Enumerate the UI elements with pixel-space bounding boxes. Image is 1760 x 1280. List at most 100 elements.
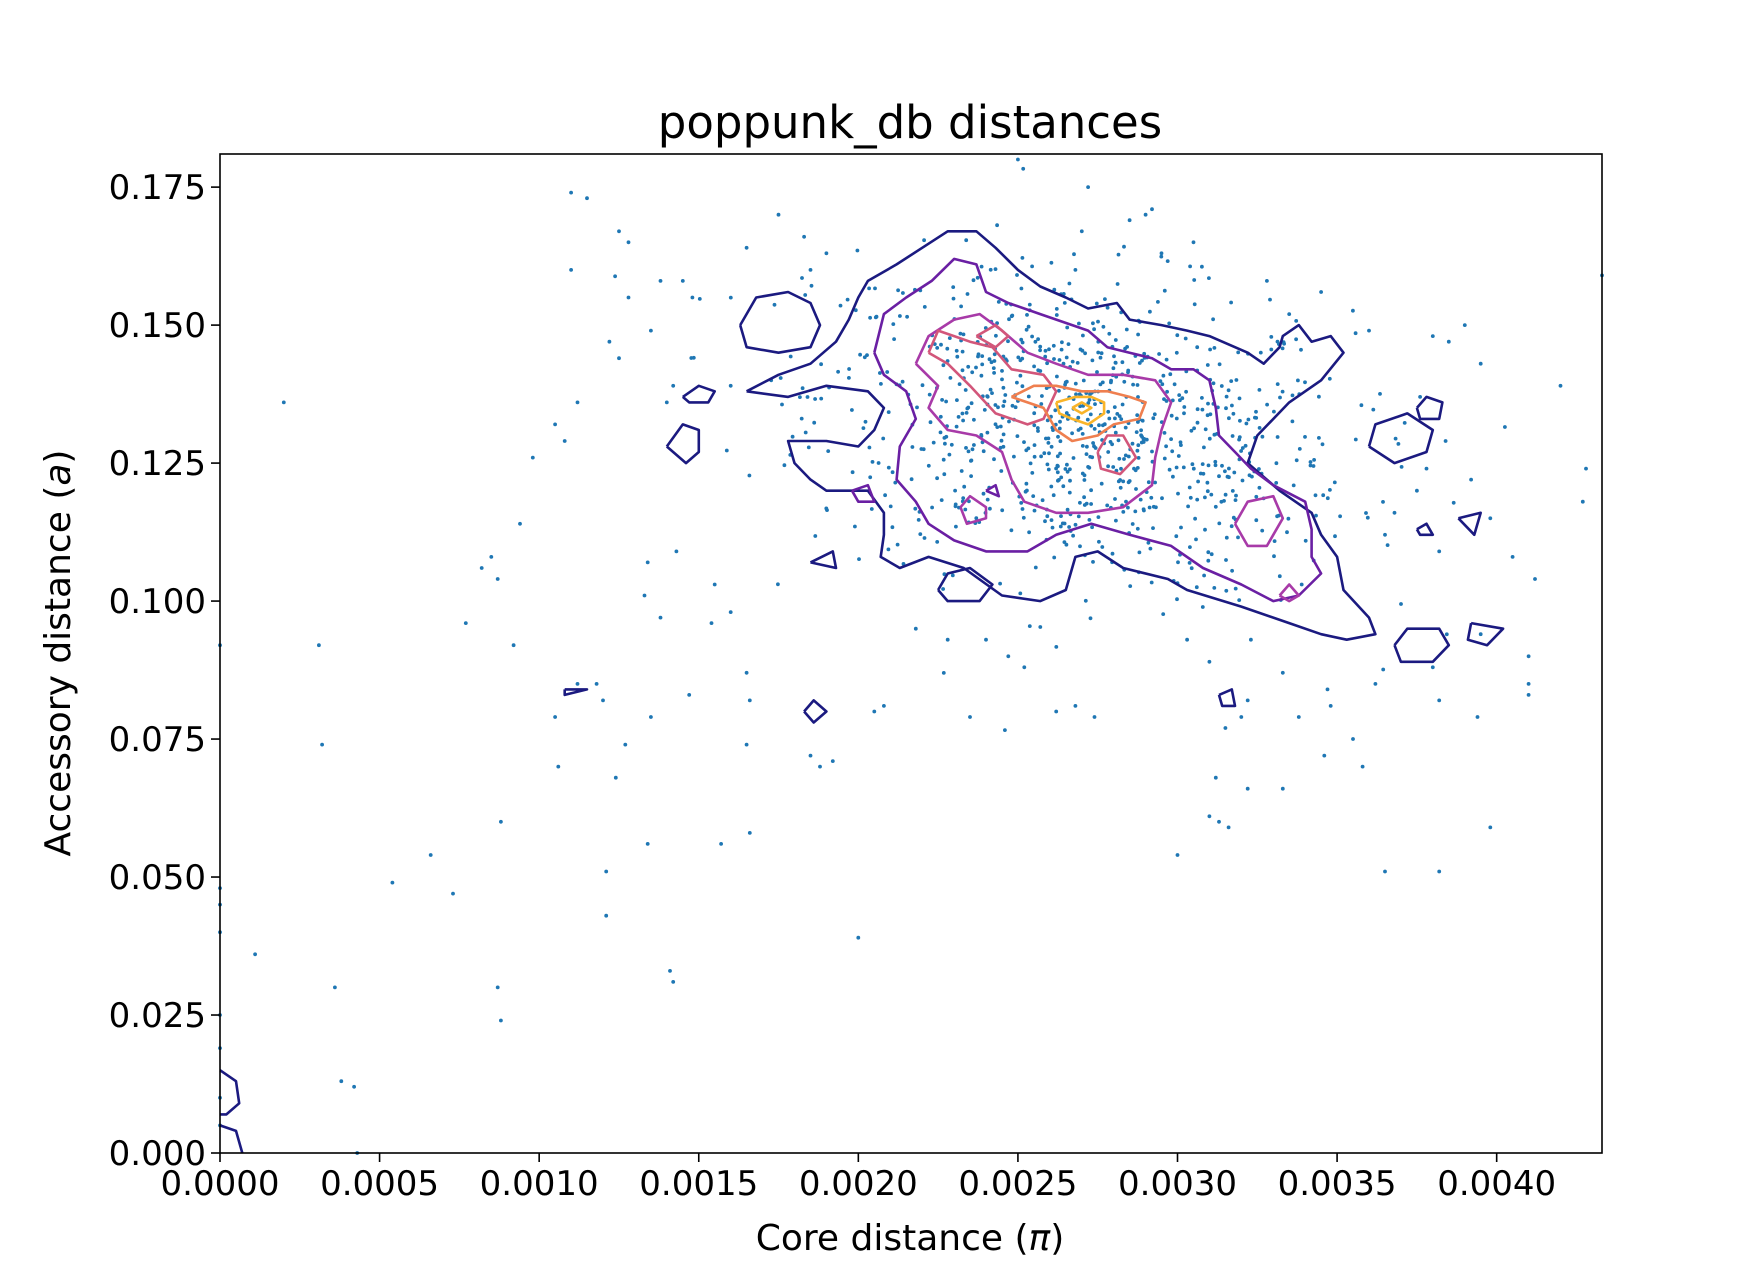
data-point bbox=[865, 353, 869, 357]
data-point bbox=[970, 447, 975, 452]
data-point bbox=[1205, 480, 1210, 485]
data-point bbox=[874, 314, 879, 319]
x-tick-label: 0.0025 bbox=[958, 1164, 1077, 1204]
contour-line-level-6 bbox=[1071, 401, 1093, 415]
data-point bbox=[1299, 347, 1303, 352]
data-point bbox=[1133, 509, 1138, 514]
data-point bbox=[1437, 698, 1442, 703]
data-point bbox=[1019, 286, 1024, 291]
data-point bbox=[281, 400, 286, 405]
data-point bbox=[1192, 278, 1197, 282]
data-point bbox=[1063, 467, 1068, 471]
data-point bbox=[1036, 429, 1040, 433]
data-point bbox=[845, 297, 850, 302]
data-point bbox=[965, 292, 970, 296]
data-point bbox=[1031, 494, 1036, 498]
data-point bbox=[1226, 388, 1231, 393]
data-point bbox=[1065, 462, 1069, 467]
data-point bbox=[1157, 352, 1161, 356]
data-point bbox=[992, 352, 997, 357]
data-point bbox=[1396, 442, 1401, 446]
data-point bbox=[1224, 588, 1229, 593]
data-point bbox=[1092, 444, 1096, 449]
data-point bbox=[1158, 379, 1163, 383]
data-point bbox=[1054, 645, 1059, 649]
data-point bbox=[1144, 437, 1149, 442]
data-point bbox=[955, 354, 960, 359]
data-point bbox=[856, 935, 861, 940]
data-point bbox=[1054, 709, 1059, 714]
y-tick-label: 0.075 bbox=[109, 720, 206, 760]
data-point bbox=[808, 753, 813, 758]
data-point bbox=[1196, 479, 1200, 484]
data-point bbox=[1064, 542, 1069, 547]
data-point bbox=[495, 577, 500, 581]
data-point bbox=[1212, 432, 1217, 437]
y-tick-label: 0.100 bbox=[109, 582, 206, 622]
data-point bbox=[1057, 426, 1062, 431]
data-point bbox=[1260, 434, 1265, 439]
data-point bbox=[1297, 447, 1302, 451]
data-point bbox=[962, 484, 967, 489]
data-point bbox=[960, 411, 965, 416]
data-point bbox=[658, 615, 663, 620]
data-point bbox=[645, 842, 650, 846]
data-point bbox=[1046, 441, 1051, 445]
data-point bbox=[964, 411, 969, 415]
data-point bbox=[993, 422, 998, 427]
data-point bbox=[1174, 350, 1179, 355]
data-point bbox=[1082, 473, 1087, 478]
data-point bbox=[853, 308, 858, 313]
data-point bbox=[642, 593, 647, 598]
data-point bbox=[1045, 462, 1050, 467]
data-point bbox=[954, 524, 958, 529]
data-point bbox=[972, 443, 976, 447]
data-point bbox=[1078, 544, 1082, 549]
data-point bbox=[1032, 364, 1036, 369]
data-point bbox=[869, 507, 874, 511]
data-point bbox=[1032, 411, 1037, 416]
data-point bbox=[872, 709, 877, 714]
data-point bbox=[1437, 549, 1442, 554]
data-point bbox=[961, 332, 966, 337]
data-point bbox=[1018, 373, 1023, 378]
data-point bbox=[1167, 467, 1172, 472]
contour-line-level-3 bbox=[959, 494, 988, 526]
plot-frame bbox=[219, 153, 1603, 1154]
data-point bbox=[1584, 466, 1588, 471]
data-point bbox=[1180, 396, 1185, 401]
data-point bbox=[1007, 419, 1011, 424]
data-point bbox=[1120, 402, 1125, 407]
data-point bbox=[1176, 454, 1181, 458]
data-point bbox=[1090, 525, 1094, 530]
data-point bbox=[1444, 632, 1449, 637]
data-point bbox=[1055, 374, 1059, 379]
data-point bbox=[1026, 324, 1031, 329]
data-point bbox=[1024, 481, 1029, 486]
data-point bbox=[390, 880, 395, 885]
data-point bbox=[1067, 281, 1072, 286]
data-point bbox=[868, 475, 873, 480]
data-point bbox=[1136, 332, 1140, 337]
data-point bbox=[998, 424, 1003, 429]
data-point bbox=[931, 440, 936, 445]
data-point bbox=[1213, 463, 1218, 468]
data-point bbox=[799, 416, 804, 421]
data-point bbox=[518, 521, 522, 526]
data-point bbox=[1032, 423, 1037, 428]
data-point bbox=[1230, 434, 1235, 438]
data-point bbox=[1113, 416, 1117, 421]
data-point bbox=[847, 367, 851, 371]
data-point bbox=[985, 394, 990, 398]
data-point bbox=[942, 436, 947, 440]
data-point bbox=[838, 303, 843, 308]
data-point bbox=[944, 399, 948, 404]
data-point bbox=[1245, 698, 1250, 703]
data-point bbox=[1175, 853, 1180, 857]
data-point bbox=[982, 408, 987, 412]
data-point bbox=[1051, 428, 1055, 432]
data-point bbox=[1058, 451, 1062, 456]
data-point bbox=[867, 445, 872, 450]
data-point bbox=[1106, 450, 1111, 454]
data-point bbox=[1392, 510, 1397, 515]
